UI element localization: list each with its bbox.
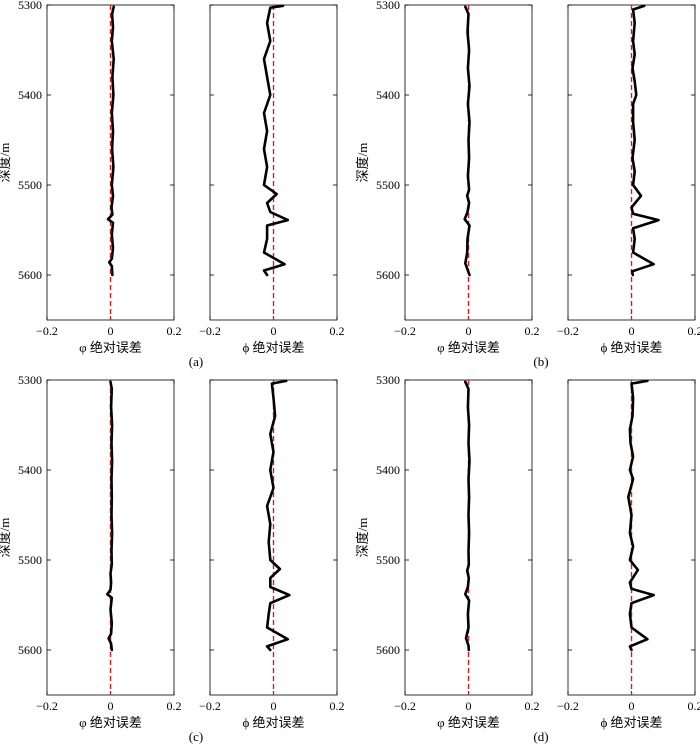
x-tick-label-3-2: 0.2 [525,324,540,338]
x-tick-label-1-1: 0 [108,324,114,338]
y-tick-label-3-3: 5600 [376,268,400,282]
x-axis-label-8: ϕ 绝对误差 [600,715,662,730]
y-tick-label-7-0: 5300 [376,373,400,387]
error-curve-4 [630,4,660,277]
x-tick-label-7-1: 0 [466,699,472,713]
y-tick-label-1-0: 5300 [18,0,42,12]
x-tick-label-3-0: −0.2 [394,324,416,338]
panel-label-1: (a) [189,354,203,369]
panel-label-4: (d) [533,729,548,744]
x-tick-label-7-2: 0.2 [525,699,540,713]
x-axis-label-3: φ 绝对误差 [437,340,500,355]
x-axis-label-7: φ 绝对误差 [437,715,500,730]
y-axis-label-5: 深度/m [0,518,12,558]
x-tick-label-8-2: 0.2 [688,699,700,713]
x-tick-label-1-0: −0.2 [36,324,58,338]
x-tick-label-2-1: 0 [271,324,277,338]
y-tick-label-5-2: 5500 [18,553,42,567]
error-curve-1 [106,5,115,277]
x-axis-label-5: φ 绝对误差 [79,715,142,730]
x-tick-label-3-1: 0 [466,324,472,338]
error-curve-3 [463,5,471,277]
error-curve-5 [106,380,114,652]
x-axis-label-1: φ 绝对误差 [79,340,142,355]
error-curve-2 [262,4,290,277]
error-curve-7 [463,380,471,652]
y-tick-label-3-0: 5300 [376,0,400,12]
y-axis-label-7: 深度/m [355,518,370,558]
y-tick-label-3-2: 5500 [376,178,400,192]
y-tick-label-5-3: 5600 [18,643,42,657]
x-tick-label-5-0: −0.2 [36,699,58,713]
x-tick-label-2-2: 0.2 [330,324,345,338]
y-tick-label-7-3: 5600 [376,643,400,657]
y-tick-label-7-2: 5500 [376,553,400,567]
x-tick-label-6-0: −0.2 [199,699,221,713]
y-tick-label-5-1: 5400 [18,463,42,477]
y-axis-label-1: 深度/m [0,143,12,183]
x-tick-label-4-0: −0.2 [557,324,579,338]
x-tick-label-5-1: 0 [108,699,114,713]
x-tick-label-6-2: 0.2 [330,699,345,713]
x-tick-label-8-0: −0.2 [557,699,579,713]
panel-label-3: (c) [189,729,203,744]
y-tick-label-5-0: 5300 [18,373,42,387]
y-tick-label-1-3: 5600 [18,268,42,282]
x-axis-label-2: ϕ 绝对误差 [242,340,304,355]
x-tick-label-6-1: 0 [271,699,277,713]
x-axis-label-4: ϕ 绝对误差 [600,340,662,355]
x-axis-label-6: ϕ 绝对误差 [242,715,304,730]
x-tick-label-7-0: −0.2 [394,699,416,713]
x-tick-label-4-1: 0 [629,324,635,338]
y-tick-label-3-1: 5400 [376,88,400,102]
x-tick-label-1-2: 0.2 [167,324,182,338]
panel-label-2: (b) [533,354,548,369]
y-tick-label-1-1: 5400 [18,88,42,102]
error-curve-8 [626,379,656,652]
x-tick-label-2-0: −0.2 [199,324,221,338]
x-tick-label-5-2: 0.2 [167,699,182,713]
x-tick-label-4-2: 0.2 [688,324,700,338]
y-axis-label-3: 深度/m [355,143,370,183]
y-tick-label-7-1: 5400 [376,463,400,477]
y-tick-label-1-2: 5500 [18,178,42,192]
x-tick-label-8-1: 0 [629,699,635,713]
error-curve-6 [265,379,291,652]
